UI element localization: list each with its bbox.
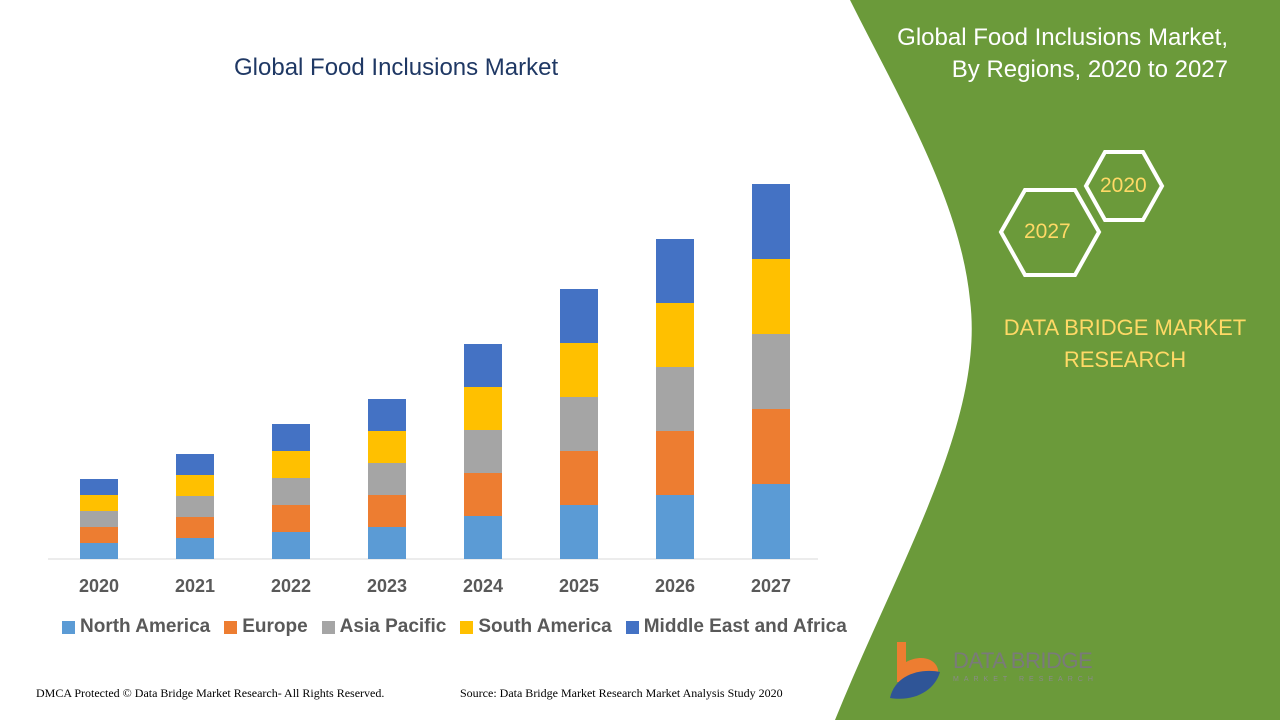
- bar-2025-asia-pacific: [560, 397, 598, 451]
- source-text: Source: Data Bridge Market Research Mark…: [460, 686, 783, 700]
- bar-2024-north-america: [464, 516, 502, 559]
- bar-2022-middle-east-and-africa: [272, 424, 310, 451]
- bar-2021-north-america: [176, 538, 214, 559]
- bar-2024-asia-pacific: [464, 430, 502, 473]
- bar-2026-asia-pacific: [656, 367, 694, 431]
- bar-2027-north-america: [752, 484, 790, 559]
- bar-2024-europe: [464, 473, 502, 516]
- bar-2026-europe: [656, 431, 694, 495]
- legend-label: Europe: [242, 616, 308, 637]
- x-tick-label: 2024: [463, 576, 503, 596]
- legend-item: Asia Pacific: [321, 616, 447, 638]
- brand-line1: DATA BRIDGE MARKET: [1003, 315, 1247, 340]
- bar-2024-south-america: [464, 387, 502, 430]
- bar-2020-europe: [80, 527, 118, 543]
- logo-text: DATA BRIDGE: [953, 648, 1093, 673]
- x-tick-label: 2022: [271, 576, 311, 596]
- bar-2023-asia-pacific: [368, 463, 406, 495]
- bar-2020-south-america: [80, 495, 118, 511]
- bar-2020-middle-east-and-africa: [80, 479, 118, 495]
- x-tick-label: 2027: [751, 576, 791, 596]
- x-tick-labels: 2020 2021 2022 2023 2024 2025 2026 2027: [79, 576, 791, 596]
- bar-2022-asia-pacific: [272, 478, 310, 505]
- bar-2022-europe: [272, 505, 310, 532]
- legend-label: Middle East and Africa: [643, 616, 847, 637]
- x-tick-label: 2026: [655, 576, 695, 596]
- bar-2024-middle-east-and-africa: [464, 344, 502, 387]
- legend-swatch: [625, 620, 639, 634]
- bar-2023-middle-east-and-africa: [368, 399, 406, 431]
- bar-2026-north-america: [656, 495, 694, 559]
- legend-item: Middle East and Africa: [625, 616, 847, 638]
- bar-2022-north-america: [272, 532, 310, 559]
- legend-label: Asia Pacific: [339, 616, 447, 637]
- side-panel-title: Global Food Inclusions Market, By Region…: [897, 22, 1228, 86]
- legend-swatch: [224, 620, 238, 634]
- bar-2027-south-america: [752, 259, 790, 334]
- legend-swatch: [62, 620, 75, 634]
- legend-swatch: [321, 620, 335, 634]
- bar-2027-asia-pacific: [752, 334, 790, 409]
- x-tick-label: 2025: [559, 576, 599, 596]
- side-title-line2: By Regions, 2020 to 2027: [951, 56, 1228, 83]
- bar-2021-europe: [176, 517, 214, 538]
- bar-2027-europe: [752, 409, 790, 484]
- bar-2020-north-america: [80, 543, 118, 559]
- bar-2025-europe: [560, 451, 598, 505]
- bar-2023-south-america: [368, 431, 406, 463]
- legend-label: South America: [478, 616, 612, 637]
- hexagon-2027: [998, 188, 1102, 277]
- brand-name: DATA BRIDGE MARKET RESEARCH: [985, 312, 1265, 376]
- bar-2021-middle-east-and-africa: [176, 454, 214, 475]
- bar-2020-asia-pacific: [80, 511, 118, 527]
- logo-subtext: MARKET RESEARCH: [953, 676, 1098, 683]
- hexagon-2020: [1083, 150, 1165, 222]
- brand-line2: RESEARCH: [1063, 347, 1187, 372]
- chart-title: Global Food Inclusions Market: [234, 54, 559, 81]
- bar-2023-europe: [368, 495, 406, 527]
- legend-swatch: [460, 620, 474, 634]
- bar-2025-north-america: [560, 505, 598, 559]
- bar-2027-middle-east-and-africa: [752, 184, 790, 259]
- hex-label-2020: 2020: [1100, 174, 1147, 197]
- x-tick-label: 2021: [175, 576, 215, 596]
- bar-2025-middle-east-and-africa: [560, 289, 598, 343]
- legend-item: North America: [62, 616, 210, 638]
- bar-2026-middle-east-and-africa: [656, 239, 694, 303]
- bar-2021-asia-pacific: [176, 496, 214, 517]
- bar-2026-south-america: [656, 303, 694, 367]
- green-side-panel: [835, 0, 1280, 720]
- legend-item: Europe: [224, 616, 308, 638]
- legend-label: North America: [80, 616, 211, 637]
- bar-2025-south-america: [560, 343, 598, 397]
- hex-label-2027: 2027: [1024, 220, 1071, 243]
- copyright-text: DMCA Protected © Data Bridge Market Rese…: [36, 686, 385, 700]
- bar-2023-north-america: [368, 527, 406, 559]
- bar-2021-south-america: [176, 475, 214, 496]
- logo-icon: [890, 642, 940, 699]
- x-tick-label: 2020: [79, 576, 119, 596]
- legend: North America Europe Asia Pacific South Ame…: [62, 616, 847, 638]
- bar-2022-south-america: [272, 451, 310, 478]
- bars: [80, 184, 790, 559]
- side-title-line1: Global Food Inclusions Market,: [897, 24, 1228, 51]
- x-tick-label: 2023: [367, 576, 407, 596]
- legend-item: South America: [460, 616, 612, 638]
